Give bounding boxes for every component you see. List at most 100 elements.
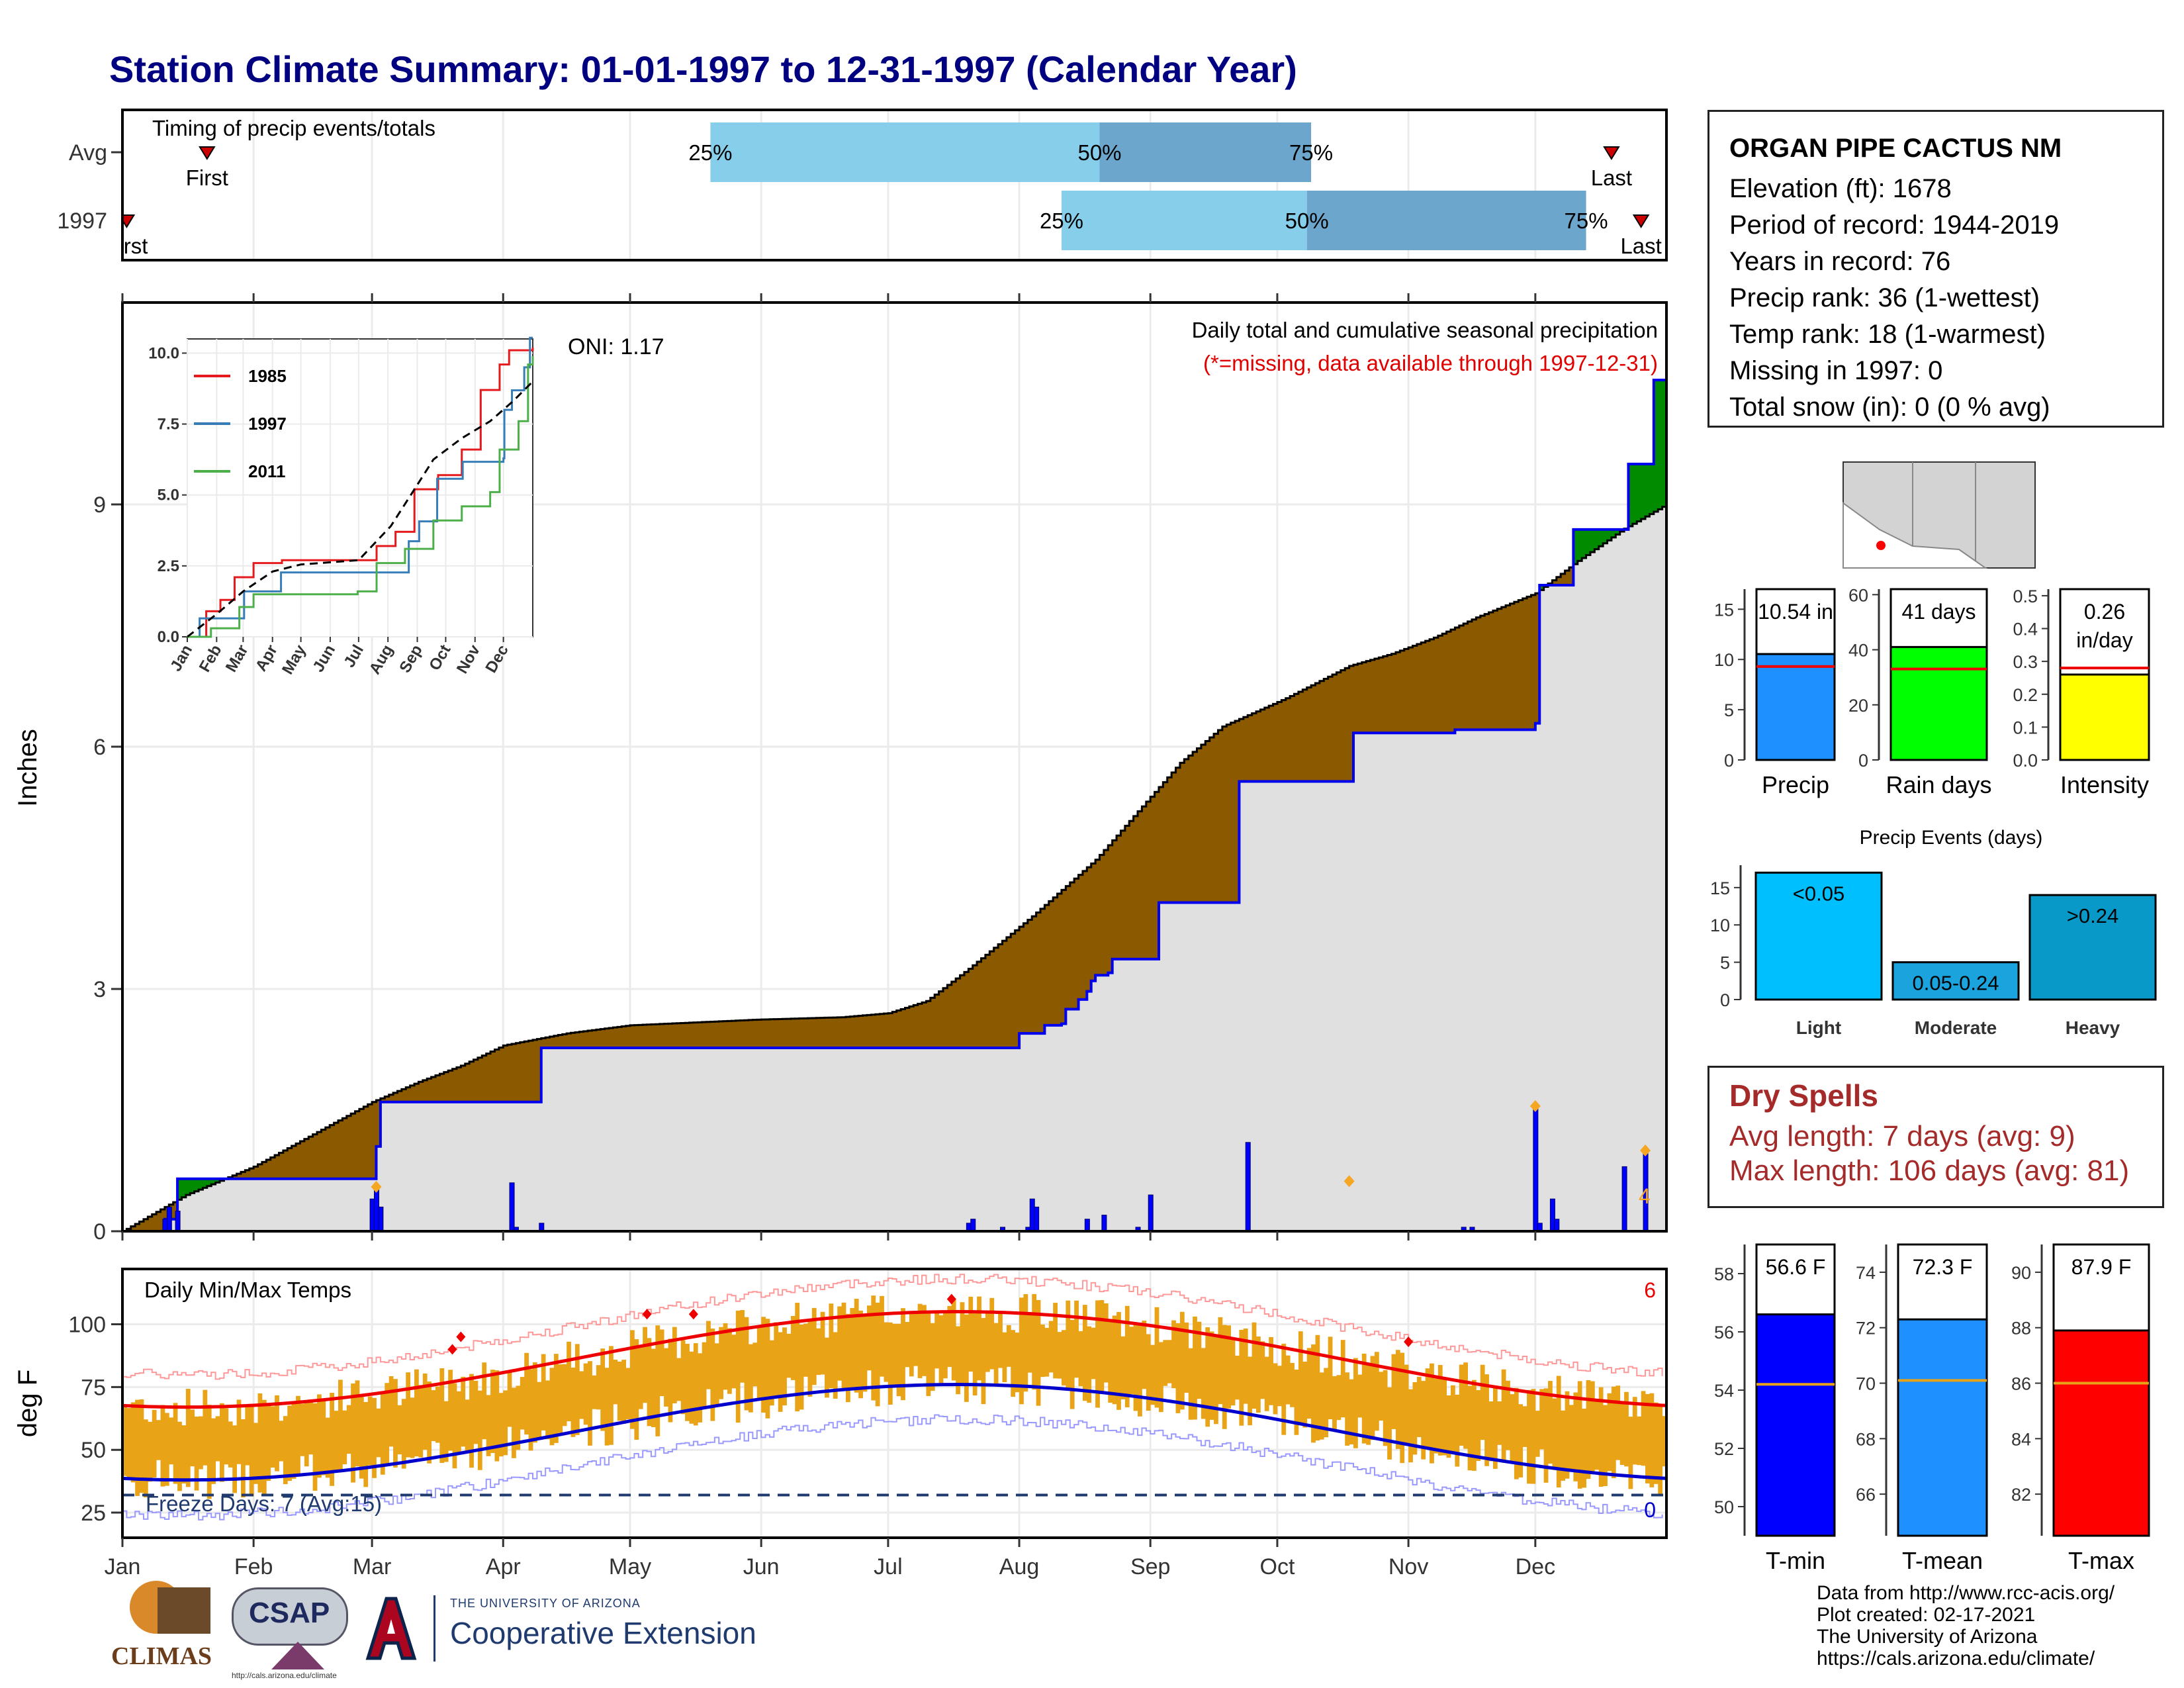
avg-low-line — [122, 1383, 1667, 1482]
daily-temp-range-bar — [236, 1399, 242, 1464]
precip-deficit-fill — [1201, 744, 1206, 903]
daily-temp-range-bar — [714, 1343, 719, 1407]
first-event-label: First — [186, 165, 228, 190]
daily-temp-range-bar — [917, 1303, 923, 1378]
daily-temp-range-bar — [152, 1409, 157, 1477]
daily-temp-range-bar — [503, 1390, 508, 1456]
daily-temp-range-bar — [482, 1362, 487, 1440]
precip-events-title: Precip Events (days) — [1860, 827, 2043, 849]
daily-temp-range-bar — [461, 1376, 466, 1447]
record-high-line — [122, 1274, 1663, 1380]
precip-panel-subtitle: (*=missing, data available through 1997-… — [1203, 351, 1658, 375]
temp-y-tick-label: 50 — [81, 1438, 106, 1463]
precip-deficit-fill — [1053, 897, 1058, 1025]
daily-temp-range-bar — [388, 1376, 394, 1447]
precip-deficit-fill — [346, 1115, 351, 1179]
daily-temp-range-bar — [385, 1383, 390, 1466]
daily-temp-range-bar — [1624, 1391, 1629, 1467]
heavy-event-marker — [371, 1180, 382, 1193]
daily-temp-range-bar — [296, 1395, 300, 1476]
daily-temp-range-bar — [228, 1421, 233, 1468]
precip-deficit-fill — [443, 1072, 449, 1102]
month-axis-label: Nov — [1388, 1554, 1428, 1579]
daily-temp-range-bar — [181, 1425, 187, 1484]
inset-y-tick-label: 0.0 — [158, 628, 179, 646]
daily-temp-range-bar — [630, 1330, 635, 1429]
daily-temp-range-bar — [609, 1346, 614, 1445]
precip-deficit-fill — [930, 998, 935, 1049]
daily-temp-range-bar — [1577, 1381, 1582, 1489]
daily-temp-range-bar — [1154, 1307, 1160, 1408]
daily-temp-range-bar — [998, 1313, 1003, 1368]
daily-temp-range-bar — [562, 1364, 567, 1427]
daily-temp-range-bar — [1214, 1336, 1218, 1425]
t-max-y-tick-label: 90 — [2011, 1263, 2031, 1283]
precip-deficit-fill — [858, 1015, 864, 1049]
daily-temp-range-bar — [1193, 1316, 1197, 1420]
precip-deficit-fill — [418, 1082, 424, 1102]
precip-events-y-tick-label: 10 — [1710, 915, 1730, 935]
precip-deficit-fill — [427, 1078, 432, 1102]
precip-deficit-fill — [1188, 755, 1193, 903]
daily-temp-range-bar — [1146, 1334, 1151, 1411]
precip-event-bar-label: <0.05 — [1793, 882, 1844, 905]
daily-temp-range-bar — [1328, 1336, 1333, 1420]
daily-temp-range-bar — [579, 1371, 584, 1419]
daily-temp-range-bar — [1061, 1330, 1066, 1385]
precip-deficit-fill — [917, 1004, 923, 1049]
precip-deficit-fill — [1044, 905, 1050, 1025]
precip-deficit-fill — [1129, 821, 1134, 959]
daily-temp-range-bar — [710, 1329, 715, 1421]
daily-temp-range-bar — [668, 1338, 673, 1423]
daily-temp-range-bar — [795, 1303, 800, 1412]
precip-deficit-fill — [816, 1017, 821, 1049]
daily-temp-range-bar — [909, 1313, 914, 1377]
climas-logo-text: CLIMAS — [111, 1642, 212, 1670]
daily-temp-range-bar — [858, 1310, 863, 1399]
precip-surplus-fill — [1590, 529, 1595, 553]
temp-panel-border — [121, 1268, 1668, 1539]
daily-temp-range-bar — [1006, 1325, 1011, 1367]
precip-deficit-fill — [659, 1023, 664, 1049]
daily-temp-range-bar — [803, 1323, 808, 1377]
daily-temp-range-bar — [194, 1416, 199, 1491]
heavy-event-marker — [1529, 1100, 1541, 1112]
daily-temp-range-bar — [520, 1377, 525, 1430]
mountain-icon — [271, 1642, 324, 1669]
precip-deficit-fill — [1518, 600, 1524, 730]
daily-temp-range-bar — [1400, 1352, 1405, 1464]
precip-deficit-fill — [1048, 901, 1054, 1025]
daily-temp-range-bar — [926, 1311, 931, 1396]
precip-deficit-fill — [820, 1017, 825, 1049]
t-min-y-tick-label: 52 — [1714, 1439, 1734, 1459]
precip-deficit-fill — [621, 1026, 627, 1049]
precip-deficit-fill — [1561, 573, 1566, 585]
precip-deficit-fill — [452, 1068, 457, 1102]
t-min-y-tick-label: 54 — [1714, 1381, 1734, 1401]
daily-temp-range-bar — [588, 1361, 592, 1446]
month-axis-label: Feb — [234, 1554, 273, 1579]
page-title: Station Climate Summary: 01-01-1997 to 1… — [109, 48, 1297, 90]
station-name: ORGAN PIPE CACTUS NM — [1729, 134, 2062, 163]
timing-label-25: 25% — [688, 140, 732, 165]
t-min-category-label: T-min — [1766, 1547, 1825, 1574]
precip-deficit-fill — [592, 1030, 597, 1049]
daily-temp-range-bar — [1235, 1355, 1240, 1400]
daily-temp-range-bar — [1201, 1348, 1206, 1419]
precip-deficit-fill — [1565, 571, 1570, 585]
precip-deficit-fill — [866, 1015, 872, 1049]
precip-deficit-fill — [355, 1111, 360, 1179]
daily-temp-range-bar — [854, 1299, 859, 1393]
precip-deficit-fill — [968, 968, 974, 1049]
daily-temp-range-bar — [1607, 1393, 1612, 1472]
precip-y-tick-label: 0 — [93, 1219, 106, 1244]
daily-temp-range-bar — [1628, 1417, 1633, 1489]
precip-deficit-fill — [1315, 683, 1320, 782]
dry-spells-box: Dry Spells Avg length: 7 days (avg: 9) M… — [1707, 1066, 2164, 1208]
daily-temp-range-bar — [638, 1346, 643, 1409]
precip-deficit-fill — [1218, 729, 1223, 903]
precip-deficit-fill — [693, 1022, 698, 1049]
daily-temp-range-bar — [1230, 1340, 1236, 1406]
daily-temp-range-bar — [1133, 1323, 1138, 1411]
daily-temp-range-bar — [672, 1327, 677, 1403]
